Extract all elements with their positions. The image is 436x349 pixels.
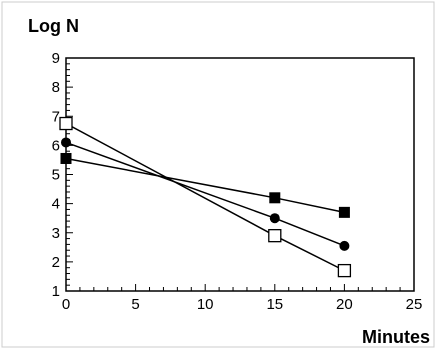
series-3-point — [59, 116, 73, 131]
y-tick-label: 8 — [52, 79, 60, 96]
x-tick-label: 25 — [406, 296, 423, 313]
y-tick-label: 1 — [52, 283, 60, 300]
x-tick-label: 10 — [197, 296, 214, 313]
series-3-point — [268, 229, 282, 243]
y-tick-label: 9 — [52, 50, 60, 67]
series-2 — [61, 137, 350, 251]
series-2-point — [61, 137, 71, 148]
x-axis: 0 5 10 15 20 25 — [62, 284, 423, 313]
y-tick-label: 6 — [52, 137, 60, 154]
series-1-point — [60, 152, 72, 164]
x-tick-label: 15 — [266, 296, 283, 313]
series-2-point — [269, 213, 280, 224]
y-tick-label: 4 — [52, 196, 60, 213]
x-axis-title: Minutes — [362, 327, 430, 347]
series-1 — [60, 152, 350, 218]
series-1-point — [338, 206, 350, 218]
y-tick-label: 7 — [52, 108, 60, 125]
y-axis-title: Log N — [28, 16, 79, 36]
y-tick-label: 3 — [52, 225, 60, 242]
series-2-point — [339, 240, 350, 251]
x-tick-label: 20 — [336, 296, 353, 313]
y-tick-label: 2 — [52, 254, 60, 271]
y-axis: 1 2 3 4 5 6 7 8 9 — [52, 50, 73, 300]
series-1-point — [269, 192, 281, 204]
series-3 — [59, 116, 352, 278]
x-tick-label: 0 — [62, 296, 70, 313]
x-tick-label: 5 — [131, 296, 139, 313]
y-tick-label: 5 — [52, 167, 60, 184]
series-3-point — [337, 263, 352, 278]
series-layer — [59, 116, 352, 278]
